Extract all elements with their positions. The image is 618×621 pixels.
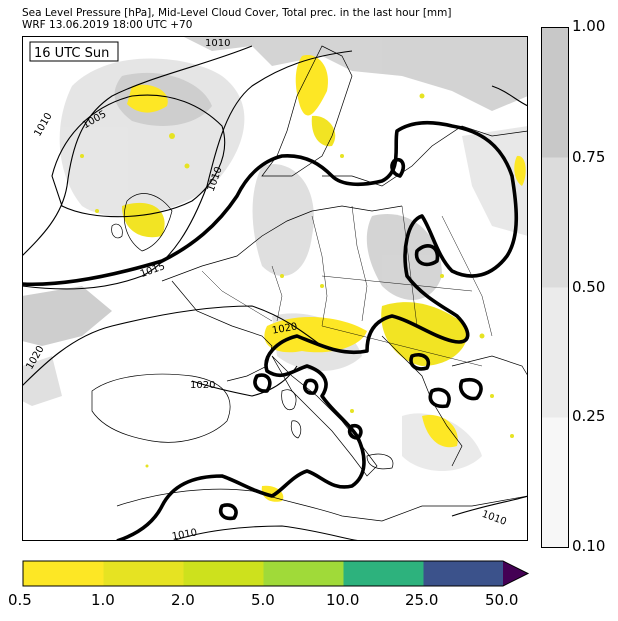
precip-bar-segment-3 bbox=[183, 561, 264, 586]
cloud-bar-segment-2 bbox=[541, 157, 569, 288]
precip-tick-label: 5.0 bbox=[251, 591, 275, 609]
precip-tick-label: 0.5 bbox=[8, 591, 32, 609]
precip-tick-label: 2.0 bbox=[171, 591, 195, 609]
isobar-label: 1020 bbox=[190, 380, 215, 391]
precipitation-dots bbox=[80, 93, 514, 468]
cloud-tick-label: 0.50 bbox=[572, 278, 606, 296]
time-label: 16 UTC Sun bbox=[34, 46, 109, 61]
chart-title-line-2: WRF 13.06.2019 18:00 UTC +70 bbox=[22, 19, 193, 31]
cloud-bar-segment-1 bbox=[541, 27, 569, 158]
cloud-bar-segment-4 bbox=[541, 417, 569, 548]
precip-bar-segment-6 bbox=[423, 561, 503, 586]
precipitation-colorbar bbox=[22, 560, 530, 587]
precip-bar-segment-2 bbox=[103, 561, 184, 586]
time-label-box bbox=[29, 41, 119, 62]
precip-bar-segment-5 bbox=[343, 561, 424, 586]
thick-contours bbox=[22, 120, 519, 541]
precip-tick-label: 25.0 bbox=[405, 591, 439, 609]
cloud-bar-segment-3 bbox=[541, 287, 569, 418]
cloud-tick-label: 1.00 bbox=[572, 17, 606, 35]
weather-map: 1010 1005 1010 1010 1015 1020 1020 1020 … bbox=[22, 36, 528, 541]
isobar-label: 1020 bbox=[271, 321, 298, 336]
cloud-tick-label: 0.75 bbox=[572, 148, 606, 166]
isobar-label: 1010 bbox=[171, 527, 198, 541]
precip-bar-segment-4 bbox=[263, 561, 344, 586]
precip-bar-segment-1 bbox=[23, 561, 104, 586]
cloud-tick-label: 0.10 bbox=[572, 537, 606, 555]
isobars bbox=[22, 45, 528, 541]
country-borders bbox=[201, 205, 493, 367]
chart-title-line-1: Sea Level Pressure [hPa], Mid-Level Clou… bbox=[22, 7, 452, 19]
precip-tick-label: 1.0 bbox=[91, 591, 115, 609]
isobar-label: 1010 bbox=[205, 38, 230, 49]
precip-bar-extend-arrow bbox=[503, 561, 528, 586]
cloud-tick-label: 0.25 bbox=[572, 407, 606, 425]
precip-tick-label: 50.0 bbox=[485, 591, 519, 609]
precip-tick-label: 10.0 bbox=[326, 591, 360, 609]
cloud-cover-colorbar bbox=[541, 27, 569, 548]
